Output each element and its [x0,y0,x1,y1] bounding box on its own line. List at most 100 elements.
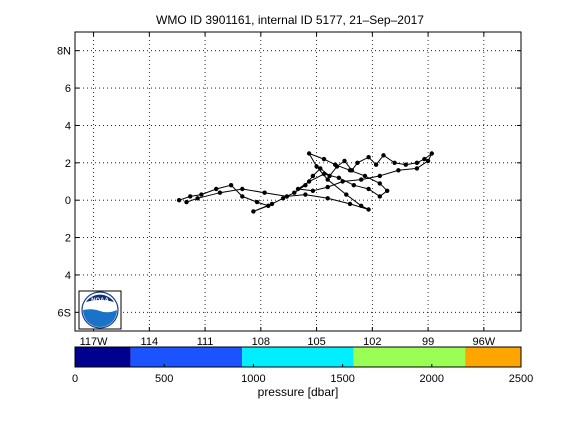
track-point [359,177,364,182]
track-point [414,166,420,171]
track-point [176,198,182,203]
colorbar-label: pressure [dbar] [258,385,339,399]
x-axis-ticks: 117W 114 111 108 105 102 99 96W [80,32,496,348]
track-point [292,190,297,195]
track-point [366,186,371,192]
track-point [195,196,200,201]
track-point [325,184,330,190]
track-point [295,186,301,192]
track-point [351,183,356,188]
colorbar-segment [130,347,243,367]
track-point [396,168,401,173]
colorbar-tick-label: 2000 [420,373,444,385]
colorbar-tick-label: 1000 [241,373,265,385]
track-point [336,175,342,180]
track-point [340,179,345,184]
track-point [362,173,368,179]
track-point [266,203,271,208]
track-point [385,188,390,193]
x-tick-label: 99 [422,336,434,348]
y-tick-label: 4 [65,120,71,132]
colorbar-ticks: 0 500 1000 1500 2000 2500 [72,364,533,385]
noaa-logo: NOAA [78,290,122,330]
x-tick-label: 111 [197,336,214,348]
colorbar-segment [353,347,466,367]
track-point [429,151,434,156]
chart-title: WMO ID 3901161, internal ID 5177, 21–Sep… [156,13,424,27]
track-point [184,199,189,205]
y-tick-label: 2 [65,158,71,170]
track-point [217,190,223,195]
y-tick-label: 6S [58,307,71,319]
track-point [269,201,275,207]
track-point [240,194,245,199]
track-point [377,173,382,179]
y-tick-label: 4 [65,270,71,282]
colorbar-tick-label: 0 [72,373,78,385]
colorbar-segment [75,347,131,367]
track-point [303,192,308,197]
track-point [303,183,308,188]
track-point [366,207,371,212]
track-point [318,166,323,171]
track-point [314,164,319,169]
y-tick-label: 8N [57,46,71,58]
track-point [240,186,245,192]
track-point [381,153,386,158]
x-tick-label: 114 [141,336,159,348]
track-point [347,168,353,173]
track-point [366,155,371,160]
track-point [414,160,420,165]
float-track [176,151,434,214]
track-point [228,183,234,188]
x-tick-label: 108 [252,336,270,348]
track-point [251,209,256,214]
track-point [254,199,260,205]
x-tick-label: 117W [80,336,109,348]
track-point [392,160,397,165]
track-point [321,171,327,177]
track-point [199,192,204,197]
colorbar-tick-label: 2500 [509,373,533,385]
y-tick-label: 0 [65,195,71,207]
track-point [342,158,347,164]
track-point [325,177,330,182]
track-point [284,194,290,199]
track-point [262,190,267,195]
track-point [310,188,316,193]
track-point [321,156,327,162]
colorbar-segment [242,347,354,367]
track-point [425,158,431,164]
track-point [327,173,332,179]
track-point [422,156,427,162]
track-point [325,196,330,201]
track-point [359,203,364,208]
track-point [344,192,349,197]
x-tick-label: 105 [307,336,325,348]
track-point [403,162,408,167]
track-point [188,194,193,199]
track-point [377,194,382,199]
track-point [280,196,286,201]
track-point [306,179,312,184]
noaa-logo-text: NOAA [91,298,109,304]
x-tick-label: 102 [363,336,381,348]
grid-lines [75,32,521,331]
colorbar-frame [74,346,522,368]
track-point [306,151,312,156]
colorbar-tick-label: 1500 [330,373,354,385]
pressure-colorbar [75,347,521,367]
track-point [214,186,219,192]
track-point [333,162,338,167]
y-tick-label: 2 [65,233,71,245]
y-tick-label: 6 [65,83,71,95]
map-frame [74,31,522,332]
track-point [377,181,382,186]
track-point [310,173,316,179]
y-axis-ticks: 8N 6 4 2 0 2 4 6S [57,46,521,319]
x-tick-label: 96W [473,336,496,348]
colorbar-segment [465,347,521,367]
colorbar-tick-label: 500 [155,373,173,385]
track-point [373,162,379,167]
